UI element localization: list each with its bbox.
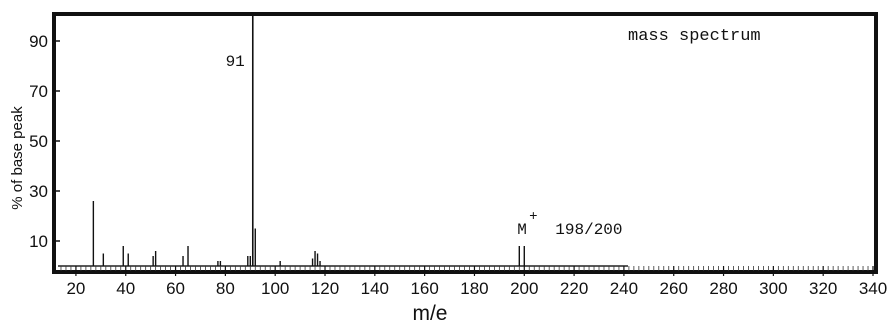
y-tick-label: 10 [29,232,48,251]
x-tick-label: 160 [410,279,438,298]
x-axis-label: m/e [412,302,447,325]
y-tick-label: 50 [29,132,48,151]
x-tick-label: 40 [116,279,135,298]
y-axis-label: % of base peak [9,106,26,210]
y-axis: 10 30 50 70 90 [29,32,60,251]
annotation-mass-pair: 198/200 [555,221,622,239]
x-tick-label: 260 [660,279,688,298]
x-tick-label: 60 [166,279,185,298]
x-tick-label: 240 [610,279,638,298]
chart-title: mass spectrum [628,27,761,46]
x-tick-label: 20 [66,279,85,298]
x-tick-label: 120 [311,279,339,298]
y-tick-label: 30 [29,182,48,201]
x-axis: 20 40 60 80 100 120 140 160 180 200 220 240 260 280 30… [60,266,887,298]
x-tick-label: 320 [809,279,837,298]
x-tick-label: 200 [510,279,538,298]
annotation-radical-cation: + [529,207,537,223]
x-tick-label: 80 [216,279,235,298]
x-tick-label: 140 [361,279,389,298]
y-tick-label: 70 [29,82,48,101]
x-tick-label: 180 [460,279,488,298]
x-tick-label: 220 [560,279,588,298]
plot-frame [52,12,878,274]
annotation-base-peak: 91 [226,53,245,71]
x-tick-label: 100 [261,279,289,298]
x-tick-label: 280 [709,279,737,298]
x-tick-label: 300 [759,279,787,298]
annotations: 91 M+198/200 [226,53,623,239]
x-tick-label: 340 [859,279,887,298]
y-tick-label: 90 [29,32,48,51]
peaks [92,16,525,266]
annotation-molecular-ion: M [517,221,527,239]
